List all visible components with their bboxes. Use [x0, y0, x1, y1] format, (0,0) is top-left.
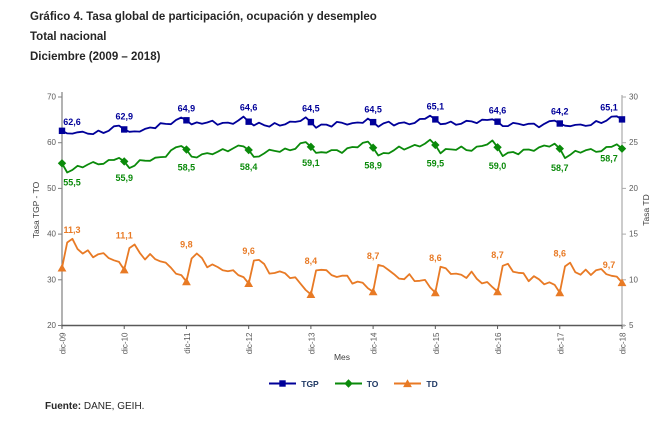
svg-text:dic-09: dic-09	[59, 332, 68, 354]
svg-text:58,7: 58,7	[600, 154, 618, 164]
svg-text:dic-18: dic-18	[619, 332, 628, 354]
svg-text:64,5: 64,5	[364, 105, 382, 115]
td-line-marker-icon	[394, 379, 422, 388]
svg-text:9,6: 9,6	[242, 246, 255, 256]
svg-text:55,5: 55,5	[63, 178, 81, 188]
svg-text:20: 20	[47, 321, 56, 330]
svg-text:15: 15	[629, 230, 638, 239]
svg-text:8,7: 8,7	[491, 250, 504, 260]
svg-text:8,4: 8,4	[305, 256, 318, 266]
svg-text:dic-17: dic-17	[556, 332, 565, 354]
legend-item-td: TD	[393, 378, 438, 389]
legend-label-tgp: TGP	[301, 378, 319, 389]
svg-text:25: 25	[629, 138, 638, 147]
svg-text:64,6: 64,6	[240, 103, 258, 113]
right-axis-title: Tasa TD	[641, 194, 651, 226]
x-axis-title: Mes	[333, 352, 351, 362]
svg-text:dic-15: dic-15	[432, 332, 441, 354]
svg-text:65,1: 65,1	[600, 102, 618, 112]
legend-item-tgp: TGP	[268, 378, 319, 389]
legend-label-td: TD	[426, 378, 438, 389]
svg-text:8,6: 8,6	[429, 253, 442, 263]
svg-text:59,0: 59,0	[489, 161, 507, 171]
svg-text:dic-12: dic-12	[245, 332, 254, 354]
svg-text:dic-13: dic-13	[307, 332, 316, 354]
svg-text:70: 70	[47, 93, 56, 102]
svg-text:64,6: 64,6	[489, 105, 507, 115]
left-axis-title: Tasa TGP - TO	[31, 181, 41, 239]
svg-text:58,9: 58,9	[364, 161, 382, 171]
svg-text:65,1: 65,1	[427, 102, 445, 112]
svg-text:59,1: 59,1	[302, 158, 320, 168]
chart-title: Gráfico 4. Tasa global de participación,…	[30, 11, 377, 23]
svg-text:10: 10	[629, 275, 638, 284]
svg-text:11,3: 11,3	[63, 225, 80, 235]
svg-text:58,7: 58,7	[551, 163, 569, 173]
chart-subtitle-coverage: Total nacional	[30, 31, 107, 43]
to-line-marker-icon	[334, 379, 362, 388]
svg-text:8,7: 8,7	[367, 251, 380, 261]
legend-item-to: TO	[334, 378, 379, 389]
chart-title-block: Gráfico 4. Tasa global de participación,…	[30, 7, 377, 67]
svg-text:5: 5	[629, 321, 634, 330]
svg-text:55,9: 55,9	[115, 173, 133, 183]
svg-text:30: 30	[47, 275, 56, 284]
svg-text:40: 40	[47, 230, 56, 239]
svg-text:dic-16: dic-16	[494, 332, 503, 354]
source-text: DANE, GEIH.	[83, 401, 145, 412]
svg-text:dic-10: dic-10	[121, 332, 130, 354]
svg-text:50: 50	[47, 184, 56, 193]
svg-text:9,7: 9,7	[603, 260, 616, 270]
svg-text:59,5: 59,5	[427, 158, 445, 168]
source-note: Fuente: DANE, GEIH.	[45, 401, 144, 412]
svg-text:11,1: 11,1	[116, 230, 133, 240]
svg-text:8,6: 8,6	[554, 249, 567, 259]
legend-label-to: TO	[366, 378, 379, 389]
svg-text:9,8: 9,8	[180, 239, 193, 249]
svg-text:dic-14: dic-14	[370, 332, 379, 354]
chart-subtitle-period: Diciembre (2009 – 2018)	[30, 51, 161, 63]
svg-text:60: 60	[47, 138, 56, 147]
svg-text:20: 20	[629, 184, 638, 193]
source-label: Fuente:	[45, 401, 82, 412]
svg-text:58,4: 58,4	[240, 162, 258, 172]
legend: TGP TO TD	[0, 378, 658, 389]
svg-text:58,5: 58,5	[178, 163, 196, 173]
svg-text:64,5: 64,5	[302, 103, 320, 113]
svg-text:64,9: 64,9	[178, 104, 196, 114]
svg-text:30: 30	[629, 93, 638, 102]
svg-text:64,2: 64,2	[551, 107, 569, 117]
svg-text:62,9: 62,9	[115, 112, 133, 122]
svg-text:dic-11: dic-11	[183, 332, 192, 354]
svg-text:62,6: 62,6	[63, 117, 81, 127]
tgp-line-marker-icon	[269, 380, 297, 387]
